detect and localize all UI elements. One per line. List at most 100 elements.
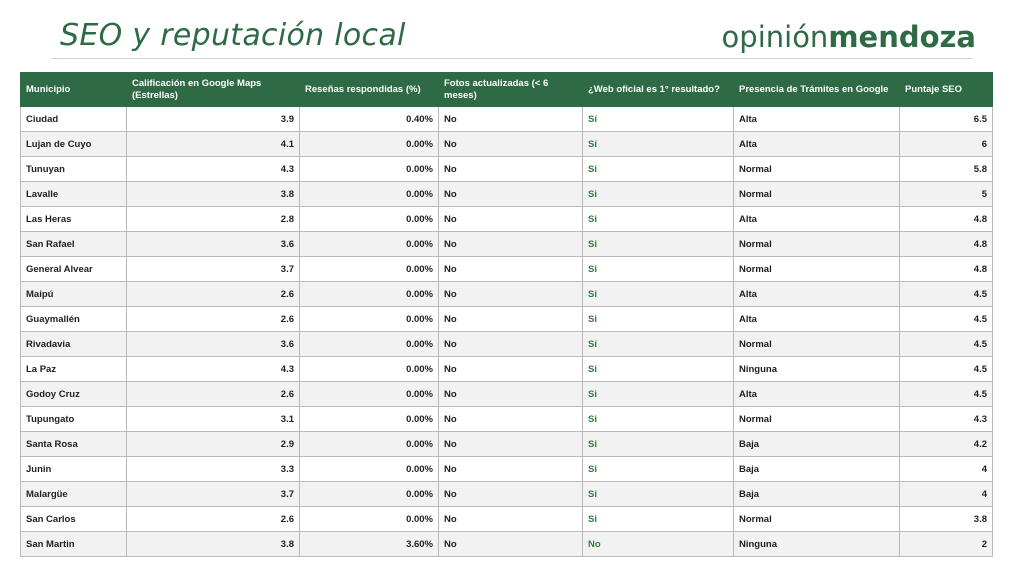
- table-row: La Paz 4.3 0.00% No Si Ninguna 4.5: [20, 356, 993, 382]
- brand-bold-text: mendoza: [828, 20, 976, 54]
- cell-fotos: No: [438, 206, 583, 232]
- cell-web: Si: [582, 456, 734, 482]
- table-row: Lujan de Cuyo 4.1 0.00% No Si Alta 6: [20, 131, 993, 157]
- cell-fotos: No: [438, 231, 583, 257]
- cell-municipio: Junin: [20, 456, 127, 482]
- cell-calificacion: 3.7: [126, 481, 300, 507]
- cell-municipio: Las Heras: [20, 206, 127, 232]
- cell-web: Si: [582, 181, 734, 207]
- cell-resenas: 0.00%: [299, 431, 439, 457]
- cell-fotos: No: [438, 256, 583, 282]
- header-calificacion: Calificación en Google Maps (Estrellas): [126, 72, 300, 107]
- cell-calificacion: 2.6: [126, 381, 300, 407]
- cell-municipio: Santa Rosa: [20, 431, 127, 457]
- table-row: Guaymallén 2.6 0.00% No Si Alta 4.5: [20, 306, 993, 332]
- table-row: Junin 3.3 0.00% No Si Baja 4: [20, 456, 993, 482]
- table-row: Malargüe 3.7 0.00% No Si Baja 4: [20, 481, 993, 507]
- cell-puntaje: 2: [899, 531, 993, 557]
- cell-puntaje: 4.2: [899, 431, 993, 457]
- cell-puntaje: 4.5: [899, 381, 993, 407]
- cell-puntaje: 4.8: [899, 256, 993, 282]
- cell-tramites: Normal: [733, 231, 900, 257]
- table-row: Tunuyan 4.3 0.00% No Si Normal 5.8: [20, 156, 993, 182]
- cell-calificacion: 3.3: [126, 456, 300, 482]
- cell-municipio: General Alvear: [20, 256, 127, 282]
- cell-fotos: No: [438, 481, 583, 507]
- header-web: ¿Web oficial es 1° resultado?: [582, 72, 734, 107]
- cell-web: Sí: [582, 106, 734, 132]
- cell-tramites: Baja: [733, 431, 900, 457]
- cell-calificacion: 4.1: [126, 131, 300, 157]
- cell-fotos: No: [438, 181, 583, 207]
- table-row: Santa Rosa 2.9 0.00% No Si Baja 4.2: [20, 431, 993, 457]
- cell-web: Si: [582, 206, 734, 232]
- cell-municipio: San Carlos: [20, 506, 127, 532]
- cell-calificacion: 3.7: [126, 256, 300, 282]
- header-puntaje: Puntaje SEO: [899, 72, 993, 107]
- cell-web: Si: [582, 481, 734, 507]
- table-header-row: Municipio Calificación en Google Maps (E…: [20, 72, 993, 107]
- cell-puntaje: 4.5: [899, 331, 993, 357]
- cell-municipio: Maipú: [20, 281, 127, 307]
- cell-puntaje: 4.3: [899, 406, 993, 432]
- table-row: General Alvear 3.7 0.00% No Si Normal 4.8: [20, 256, 993, 282]
- cell-web: Si: [582, 306, 734, 332]
- cell-web: Si: [582, 506, 734, 532]
- cell-web: No: [582, 531, 734, 557]
- cell-calificacion: 2.9: [126, 431, 300, 457]
- table-row: Rivadavia 3.6 0.00% No Si Normal 4.5: [20, 331, 993, 357]
- cell-calificacion: 3.6: [126, 231, 300, 257]
- cell-puntaje: 6.5: [899, 106, 993, 132]
- cell-fotos: No: [438, 356, 583, 382]
- cell-municipio: Ciudad: [20, 106, 127, 132]
- cell-fotos: No: [438, 406, 583, 432]
- cell-web: Si: [582, 281, 734, 307]
- cell-tramites: Normal: [733, 406, 900, 432]
- cell-tramites: Normal: [733, 331, 900, 357]
- header-fotos: Fotos actualizadas (< 6 meses): [438, 72, 583, 107]
- cell-tramites: Ninguna: [733, 531, 900, 557]
- cell-resenas: 0.00%: [299, 356, 439, 382]
- cell-web: Si: [582, 431, 734, 457]
- cell-web: Si: [582, 356, 734, 382]
- cell-puntaje: 4: [899, 456, 993, 482]
- cell-fotos: No: [438, 131, 583, 157]
- cell-municipio: Guaymallén: [20, 306, 127, 332]
- cell-web: Si: [582, 256, 734, 282]
- cell-fotos: No: [438, 331, 583, 357]
- cell-puntaje: 4: [899, 481, 993, 507]
- table-row: Godoy Cruz 2.6 0.00% No Si Alta 4.5: [20, 381, 993, 407]
- cell-municipio: Malargüe: [20, 481, 127, 507]
- cell-calificacion: 3.8: [126, 531, 300, 557]
- cell-puntaje: 5.8: [899, 156, 993, 182]
- cell-tramites: Alta: [733, 281, 900, 307]
- cell-calificacion: 2.6: [126, 281, 300, 307]
- cell-fotos: No: [438, 506, 583, 532]
- cell-tramites: Alta: [733, 131, 900, 157]
- cell-puntaje: 3.8: [899, 506, 993, 532]
- cell-web: Si: [582, 331, 734, 357]
- brand-light-text: opinión: [721, 20, 829, 54]
- cell-tramites: Baja: [733, 481, 900, 507]
- table-row: Lavalle 3.8 0.00% No Si Normal 5: [20, 181, 993, 207]
- page-title: SEO y reputación local: [60, 18, 406, 53]
- cell-web: Si: [582, 131, 734, 157]
- cell-resenas: 0.00%: [299, 456, 439, 482]
- cell-tramites: Normal: [733, 506, 900, 532]
- cell-fotos: No: [438, 306, 583, 332]
- cell-puntaje: 4.8: [899, 231, 993, 257]
- cell-resenas: 0.00%: [299, 506, 439, 532]
- cell-resenas: 0.00%: [299, 281, 439, 307]
- table-row: Maipú 2.6 0.00% No Si Alta 4.5: [20, 281, 993, 307]
- cell-calificacion: 2.8: [126, 206, 300, 232]
- cell-municipio: Lavalle: [20, 181, 127, 207]
- cell-municipio: Godoy Cruz: [20, 381, 127, 407]
- cell-calificacion: 2.6: [126, 506, 300, 532]
- cell-resenas: 0.00%: [299, 481, 439, 507]
- cell-tramites: Alta: [733, 106, 900, 132]
- cell-municipio: Lujan de Cuyo: [20, 131, 127, 157]
- cell-resenas: 0.00%: [299, 181, 439, 207]
- cell-fotos: No: [438, 381, 583, 407]
- cell-fotos: No: [438, 531, 583, 557]
- cell-puntaje: 4.5: [899, 356, 993, 382]
